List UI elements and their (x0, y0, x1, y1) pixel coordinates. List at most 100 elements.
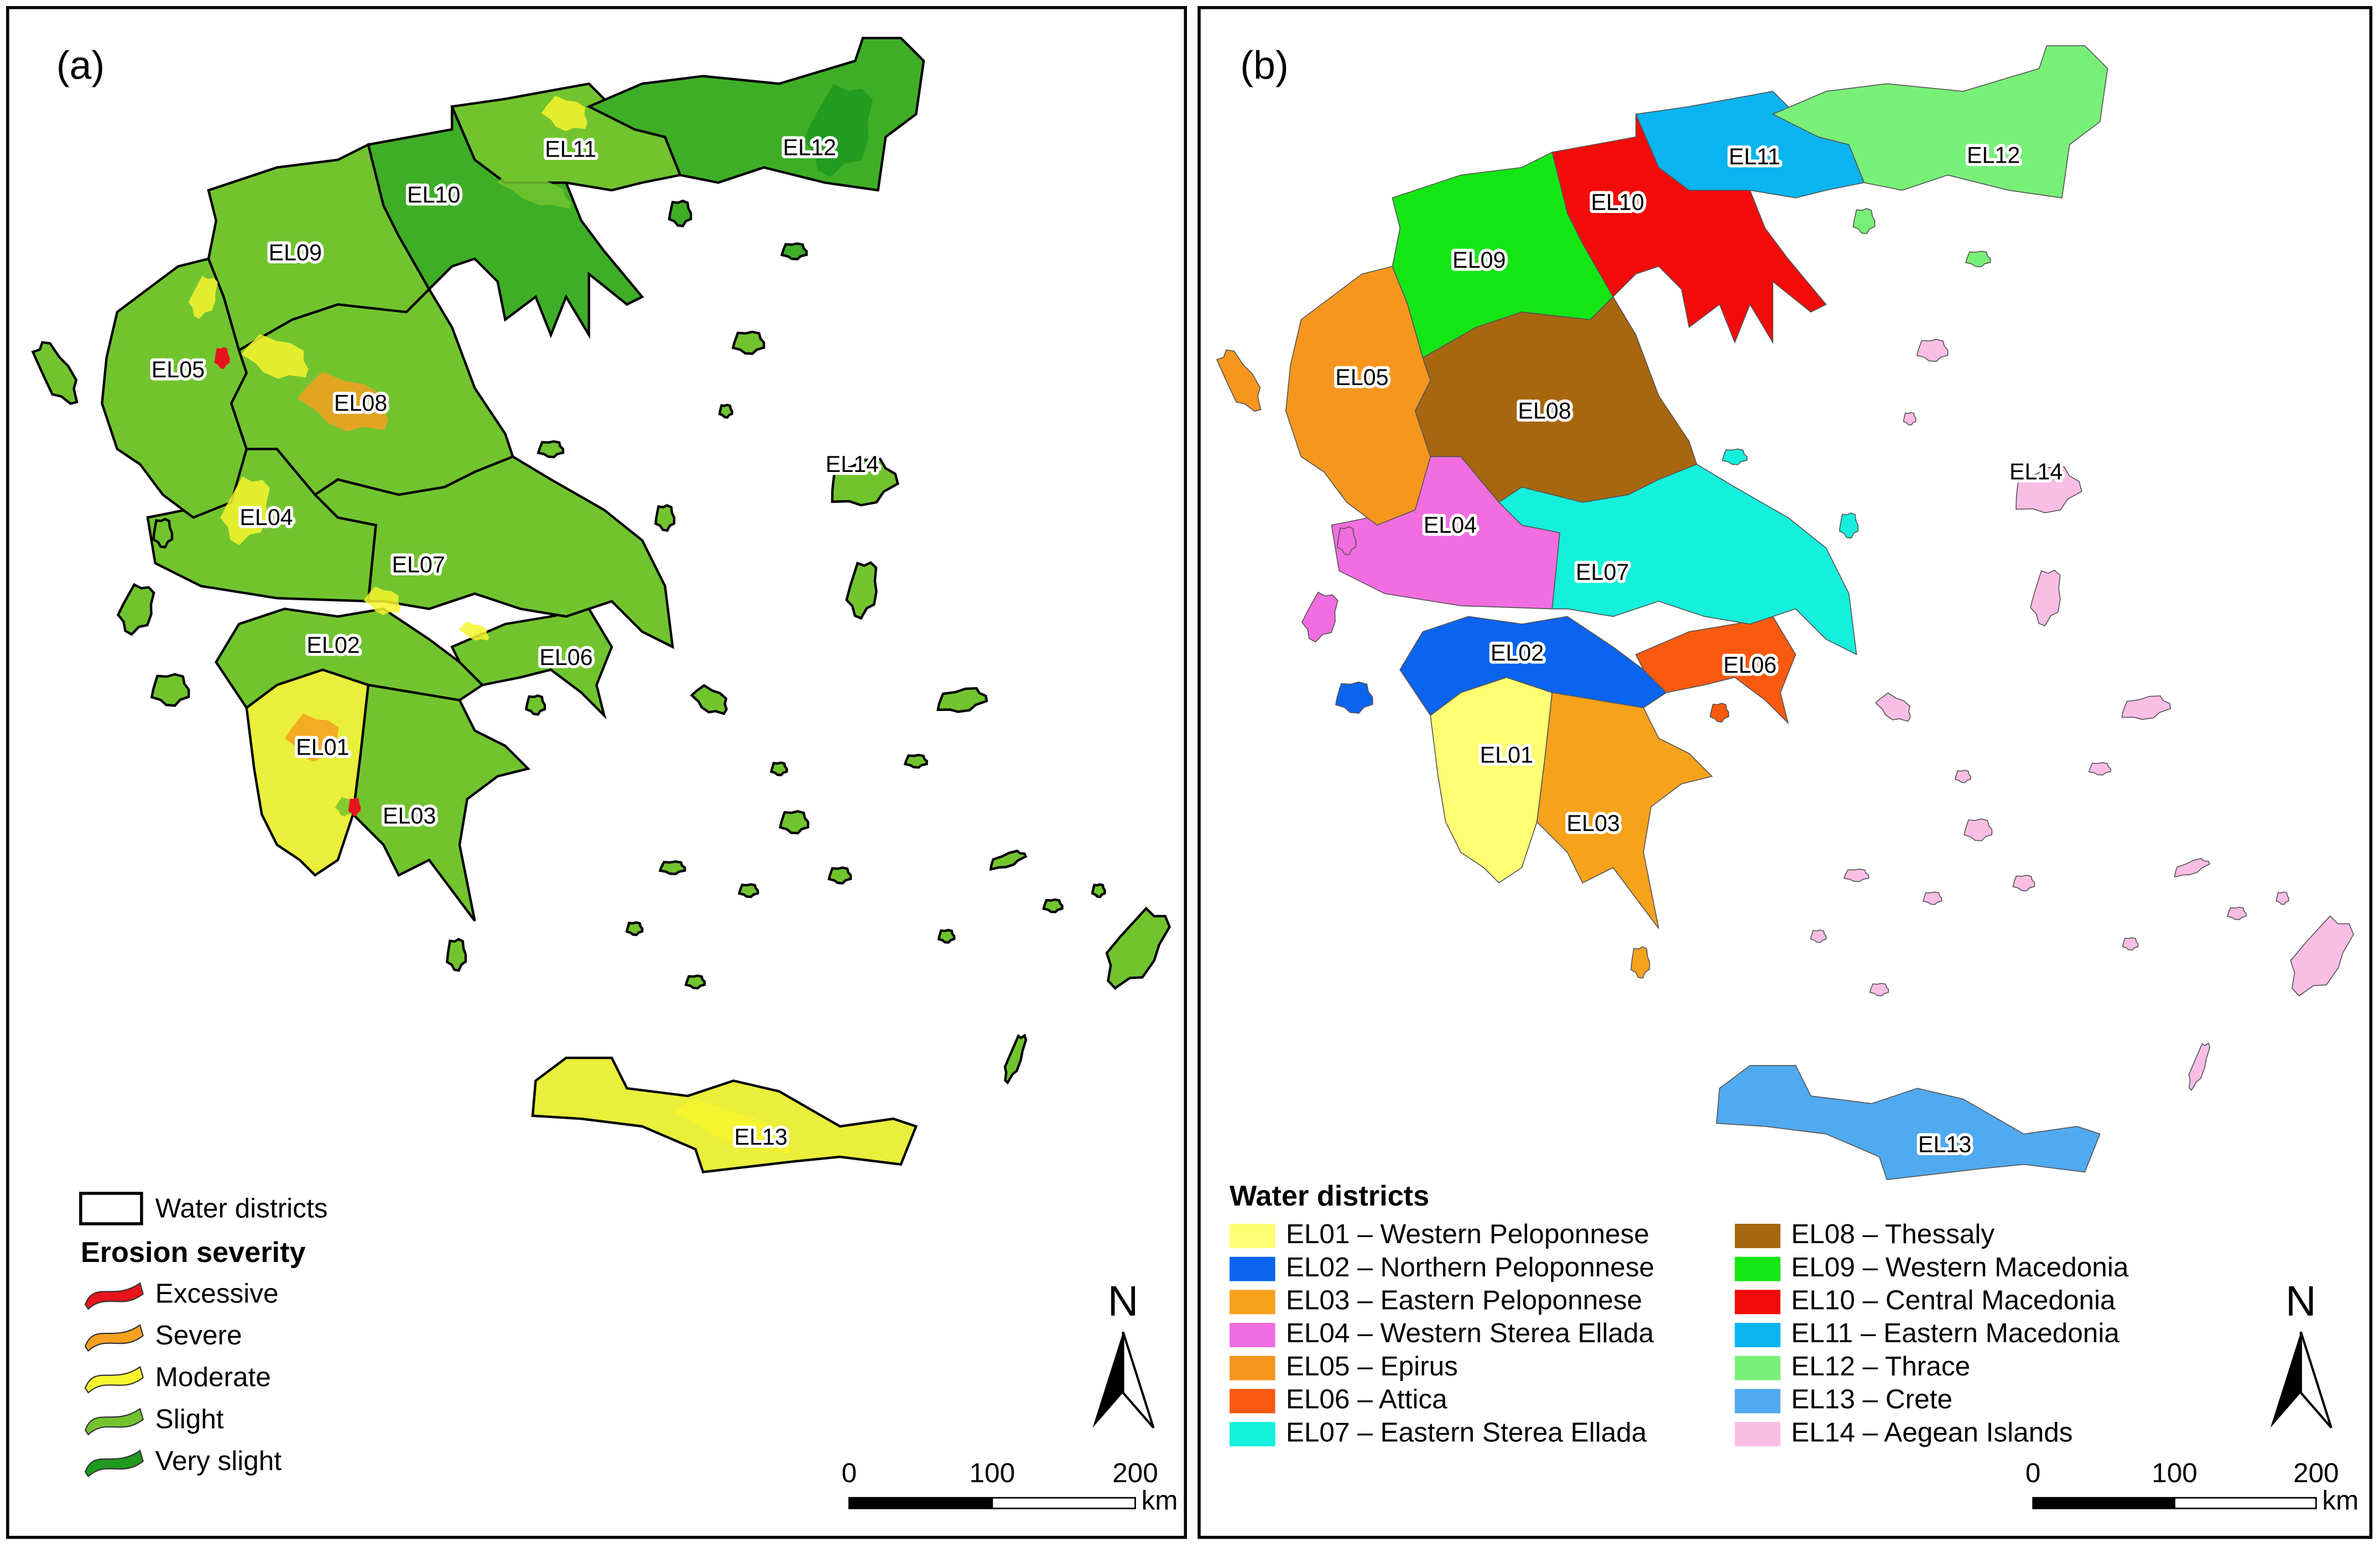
legend-swatch (1230, 1422, 1275, 1447)
legend-swatch (84, 1282, 144, 1310)
legend-swatch (84, 1407, 144, 1436)
district-label: EL05 (1335, 365, 1388, 390)
district-region (152, 517, 174, 549)
legend-label: EL07 – Eastern Sterea Ellada (1286, 1417, 1647, 1447)
district-region (2227, 906, 2247, 921)
district-region (770, 761, 788, 777)
map: EL01 EL02 EL03 EL04 EL05 EL06 EL07 EL08 EL09 EL10… (31, 37, 1171, 1173)
district-region (2188, 1042, 2211, 1092)
district-region (1091, 883, 1106, 898)
district-region (450, 82, 682, 192)
legend-label: EL14 – Aegean Islands (1791, 1417, 2072, 1447)
legend-label: EL08 – Thessaly (1791, 1219, 1994, 1249)
district-region (668, 199, 692, 227)
north-label: N (1108, 1277, 1139, 1325)
legend-label: Very slight (155, 1446, 282, 1476)
district-region (2122, 937, 2139, 951)
district-region (1105, 906, 1171, 990)
district-label: EL08 (1518, 398, 1571, 423)
district-region (827, 866, 852, 885)
district-region (207, 143, 431, 352)
legend-label: Excessive (155, 1278, 279, 1308)
district-region (903, 754, 928, 769)
district-region (2174, 858, 2210, 878)
district-region (684, 974, 706, 990)
panel-label: (a) (56, 44, 105, 88)
legend-swatch (1735, 1256, 1780, 1281)
district-region (116, 583, 155, 636)
district-region (1903, 412, 1917, 426)
district-region (446, 937, 467, 972)
district-region (936, 687, 988, 713)
severity-patch (321, 437, 352, 460)
legend-swatch (1230, 1323, 1275, 1348)
district-label: EL13 (734, 1124, 787, 1150)
district-label: EL07 (1576, 559, 1629, 585)
district-region (1843, 869, 1869, 882)
district-region (1955, 770, 1971, 783)
district-region (1869, 983, 1889, 996)
district-region (1923, 891, 1942, 905)
legend-label: Moderate (155, 1362, 271, 1393)
severity-patch (285, 713, 341, 762)
scale-bar-segment (2174, 1497, 2317, 1509)
district-region (690, 684, 728, 715)
district-label: EL12 (1967, 142, 2020, 168)
legend-swatch (84, 1450, 144, 1478)
district-region (845, 561, 878, 620)
district-region (718, 403, 733, 419)
scale-tick-label: 100 (970, 1458, 1015, 1488)
scale-unit: km (1141, 1485, 1178, 1516)
district-region (1536, 692, 1713, 929)
district-label: EL02 (306, 632, 360, 658)
district-label: EL09 (269, 240, 322, 265)
legend-label: Severe (155, 1320, 242, 1350)
district-region (831, 458, 899, 507)
district-region (1810, 929, 1827, 943)
legend-label: EL03 – Eastern Peloponnese (1286, 1285, 1642, 1315)
district-region (1301, 591, 1339, 643)
district-region (450, 607, 613, 720)
legend-outline-swatch (79, 1192, 143, 1225)
legend-label: EL13 – Crete (1791, 1384, 1952, 1415)
north-label: N (2285, 1277, 2316, 1325)
district-region (1965, 251, 1991, 268)
severity-patch (220, 476, 270, 546)
district-label: EL09 (1452, 247, 1506, 273)
scale-tick-label: 100 (2152, 1458, 2197, 1488)
legend-swatch (1735, 1323, 1780, 1348)
district-label: EL08 (334, 391, 387, 416)
district-label: EL06 (1723, 652, 1777, 678)
district-region (2121, 695, 2171, 720)
severity-patch (459, 621, 489, 641)
severity-patch (363, 586, 401, 615)
map: EL01 EL02 EL03 EL04 EL05 EL06 EL07 EL08 EL09 EL10… (1216, 45, 2355, 1181)
legend-label: EL05 – Epirus (1286, 1351, 1458, 1381)
district-region (2016, 466, 2082, 513)
legend-label: EL06 – Attica (1286, 1384, 1447, 1415)
district-label: EL13 (1918, 1132, 1971, 1157)
district-region (31, 341, 79, 406)
district-region (1916, 339, 1949, 362)
scale-tick-label: 200 (1112, 1458, 1158, 1488)
severity-patch (671, 1098, 791, 1154)
district-region (1709, 703, 1730, 723)
district-region (524, 694, 546, 716)
legend-label: Slight (155, 1404, 224, 1434)
legend-swatch (1735, 1355, 1780, 1380)
district-label: EL11 (1729, 144, 1780, 169)
district-region (1772, 45, 2108, 199)
severity-patch (803, 84, 873, 178)
legend-swatch (1230, 1290, 1275, 1315)
legend-title: Erosion severity (81, 1237, 306, 1269)
severity-patch (348, 797, 361, 817)
severity-patch (214, 347, 230, 369)
district-region (1716, 1065, 2101, 1181)
district-region (937, 928, 956, 944)
legend-label: EL09 – Western Macedonia (1791, 1252, 2129, 1282)
district-region (1635, 616, 1796, 725)
legend-swatch (1735, 1290, 1780, 1315)
district-region (537, 440, 565, 459)
